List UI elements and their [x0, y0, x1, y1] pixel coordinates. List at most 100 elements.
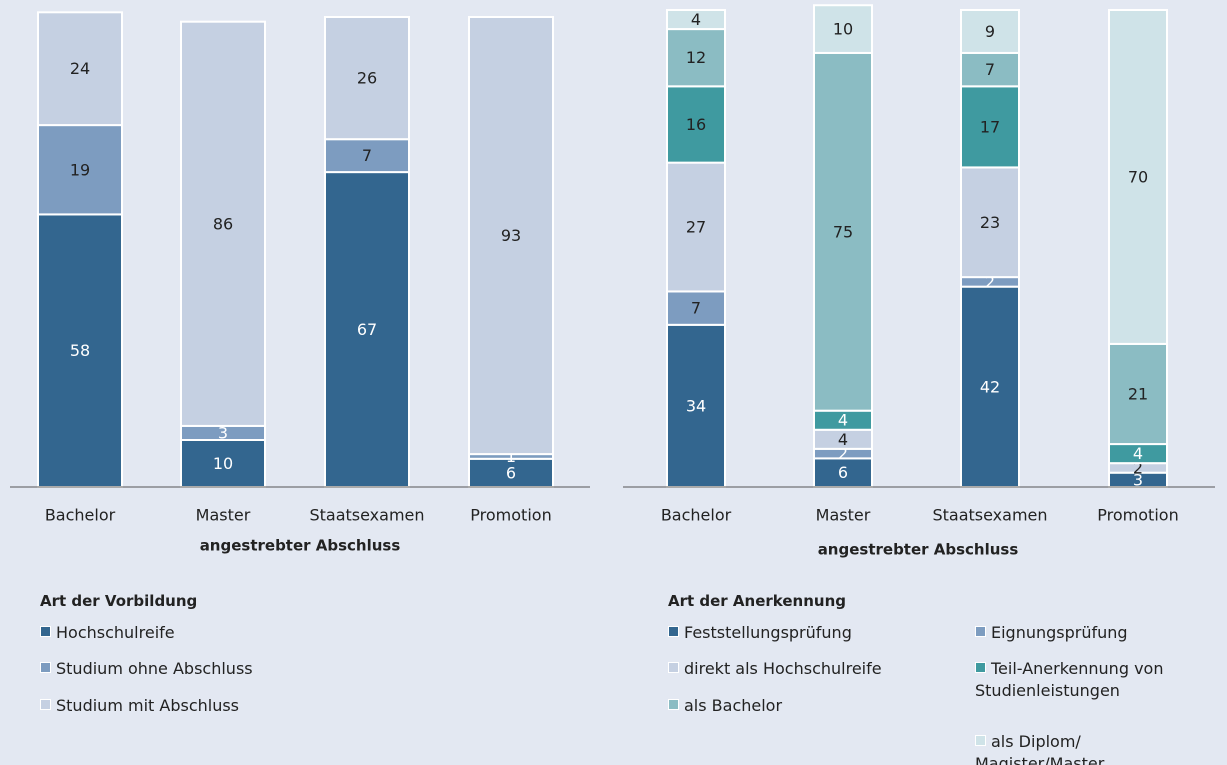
- legend-item: Hochschulreife: [40, 622, 340, 644]
- data-label: 2: [985, 272, 995, 291]
- legend-label: Studium ohne Abschluss: [56, 659, 253, 678]
- legend-label: direkt als Hochschulreife: [684, 659, 882, 678]
- bar-segment: [960, 9, 1020, 54]
- data-label: 93: [501, 226, 521, 245]
- bar-segment: [666, 323, 726, 488]
- bar-segment: [324, 138, 410, 174]
- bar-segment: [666, 85, 726, 164]
- bar-segment: [666, 28, 726, 88]
- data-label: 26: [357, 69, 377, 88]
- legend-label: Studium mit Abschluss: [56, 696, 240, 715]
- bar-segment: [960, 51, 1020, 88]
- data-label: 10: [213, 454, 233, 473]
- data-label: 75: [833, 222, 853, 241]
- bar-segment: [813, 4, 873, 54]
- x-tick-label: Bachelor: [45, 506, 116, 525]
- data-label: 2: [838, 444, 848, 463]
- bar-segment: [960, 166, 1020, 279]
- x-tick-label: Bachelor: [661, 506, 732, 525]
- data-label: 42: [980, 377, 1000, 396]
- data-label: 9: [985, 22, 995, 41]
- legend-swatch: [40, 626, 51, 637]
- x-tick-label: Staatsexamen: [309, 506, 424, 525]
- x-tick-label: Promotion: [1097, 506, 1178, 525]
- bar-segment: [960, 285, 1020, 488]
- legend-item: Feststellungsprüfung: [668, 622, 898, 644]
- legend-item: direkt als Hochschulreife: [668, 658, 898, 680]
- data-label: 7: [362, 146, 372, 165]
- legend-item: als Bachelor: [668, 695, 898, 717]
- data-label: 23: [980, 213, 1000, 232]
- data-label: 12: [686, 48, 706, 67]
- legend-label: Teil-Anerkennung von Studienleistungen: [975, 659, 1164, 700]
- data-label: 21: [1128, 384, 1148, 403]
- data-label: 10: [833, 20, 853, 39]
- data-label: 70: [1128, 167, 1148, 186]
- data-label: 34: [686, 396, 706, 415]
- bar-segment: [1108, 342, 1168, 446]
- bar-segment: [180, 439, 266, 488]
- x-axis-title: angestrebter Abschluss: [818, 541, 1019, 559]
- x-tick-label: Master: [196, 506, 251, 525]
- legend-item: als Diplom/​Magister/​Master: [975, 731, 1155, 765]
- legend-swatch: [668, 699, 679, 710]
- data-label: 1: [506, 447, 516, 466]
- legend-swatch: [975, 626, 986, 637]
- x-tick-label: Staatsexamen: [932, 506, 1047, 525]
- legend-swatch: [40, 662, 51, 673]
- data-label: 67: [357, 320, 377, 339]
- legend-label: als Diplom/​Magister/​Master: [975, 732, 1105, 765]
- legend-item: Eignungsprüfung: [975, 622, 1205, 644]
- data-label: 4: [1133, 444, 1143, 463]
- bar-segment: [324, 16, 410, 141]
- legend-title: Art der Vorbildung: [40, 592, 198, 610]
- data-label: 6: [506, 463, 516, 482]
- x-axis-title: angestrebter Abschluss: [200, 537, 401, 555]
- bar-segment: [468, 16, 554, 456]
- bar-segment: [813, 457, 873, 489]
- legend-item: Studium ohne Abschluss: [40, 658, 340, 680]
- data-label: 58: [70, 341, 90, 360]
- data-label: 6: [838, 463, 848, 482]
- bar-segment: [468, 457, 554, 488]
- legend-swatch: [975, 662, 986, 673]
- bar-segment: [666, 290, 726, 326]
- data-label: 4: [838, 430, 848, 449]
- bar-segment: [813, 51, 873, 412]
- legend-label: als Bachelor: [684, 696, 783, 715]
- legend-item: Studium mit Abschluss: [40, 695, 340, 717]
- legend-label: Feststellungsprüfung: [684, 623, 852, 642]
- data-label: 3: [1133, 470, 1143, 489]
- x-tick-label: Promotion: [470, 506, 551, 525]
- data-label: 24: [70, 59, 90, 78]
- data-label: 27: [686, 218, 706, 237]
- bar-segment: [666, 161, 726, 293]
- legend-swatch: [40, 699, 51, 710]
- bar-segment: [37, 11, 123, 127]
- data-label: 7: [691, 299, 701, 318]
- data-label: 19: [70, 160, 90, 179]
- data-label: 7: [985, 60, 995, 79]
- legend-title: Art der Anerkennung: [668, 592, 846, 610]
- legend-swatch: [975, 735, 986, 746]
- bar-segment: [180, 20, 266, 427]
- data-label: 2: [1133, 458, 1143, 477]
- legend-swatch: [668, 626, 679, 637]
- x-tick-label: Master: [816, 506, 871, 525]
- bar-segment: [960, 85, 1020, 169]
- data-label: 86: [213, 214, 233, 233]
- data-label: 4: [838, 411, 848, 430]
- bar-segment: [37, 213, 123, 488]
- legend-swatch: [668, 662, 679, 673]
- bar-segment: [1108, 9, 1168, 345]
- data-label: 4: [691, 10, 701, 29]
- bar-segment: [666, 9, 726, 31]
- data-label: 17: [980, 117, 1000, 136]
- data-label: 16: [686, 115, 706, 134]
- legend-label: Eignungsprüfung: [991, 623, 1128, 642]
- legend-label: Hochschulreife: [56, 623, 175, 642]
- bar-segment: [37, 124, 123, 216]
- legend-item: Teil-Anerkennung von Studienleistungen: [975, 658, 1185, 702]
